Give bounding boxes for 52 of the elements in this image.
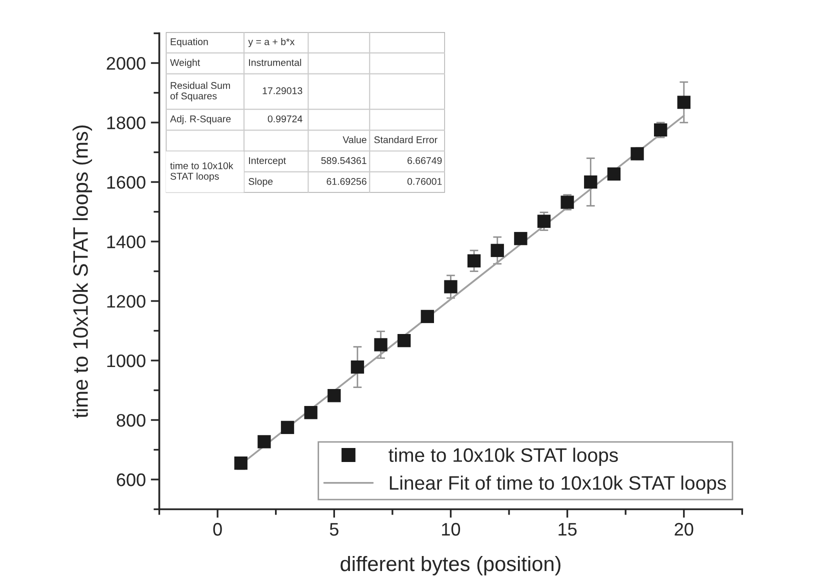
annotation: Intercept bbox=[249, 157, 286, 166]
point bbox=[280, 420, 294, 434]
point bbox=[677, 96, 690, 109]
annotation: 0.76001 bbox=[407, 178, 442, 185]
point bbox=[607, 167, 621, 181]
point bbox=[258, 435, 271, 448]
point bbox=[234, 456, 248, 470]
point bbox=[537, 214, 551, 228]
x-tick-label: 20 bbox=[674, 522, 694, 536]
y-tick-label: 1400 bbox=[107, 235, 146, 248]
x-tick-label: 15 bbox=[558, 523, 577, 536]
annotation: Equation bbox=[170, 38, 208, 48]
x-tick-label: 10 bbox=[442, 522, 460, 536]
annotation: Residual Sum of Squares bbox=[170, 82, 230, 102]
annotation: 17.29013 bbox=[262, 87, 302, 94]
annotation: 589.54361 bbox=[321, 157, 366, 164]
y-tick-label: 800 bbox=[116, 414, 146, 427]
annotation: 6.66749 bbox=[408, 157, 442, 164]
x-tick-label: 5 bbox=[330, 523, 338, 536]
annotation: time to 10x10k STAT loops bbox=[170, 162, 234, 182]
x-axis-title: different bytes (position) bbox=[340, 556, 560, 576]
annotation: Instrumental bbox=[249, 58, 302, 66]
legend-label: time to 10x10k STAT loops bbox=[388, 448, 618, 466]
point bbox=[374, 338, 388, 352]
annotation: Slope bbox=[248, 178, 273, 187]
point bbox=[350, 360, 364, 374]
point bbox=[328, 389, 341, 402]
point bbox=[584, 175, 598, 189]
annotation: Weight bbox=[170, 58, 200, 68]
y-tick-label: 1000 bbox=[107, 354, 146, 368]
point bbox=[304, 406, 318, 420]
point bbox=[514, 232, 528, 246]
point bbox=[444, 280, 458, 294]
point bbox=[398, 334, 411, 348]
annotation: 61.69256 bbox=[326, 178, 366, 185]
annotation: Standard Error bbox=[374, 136, 438, 144]
point bbox=[630, 147, 644, 160]
annotation: 0.99724 bbox=[268, 115, 302, 122]
y-axis-title: time to 10x10k STAT loops (ms) bbox=[72, 126, 92, 418]
y-tick-label: 1800 bbox=[107, 116, 146, 130]
annotation: y = a + b*x bbox=[248, 38, 295, 48]
y-tick-label: 1200 bbox=[107, 294, 146, 308]
x-tick-label: 0 bbox=[213, 522, 222, 536]
point bbox=[467, 254, 481, 268]
y-tick-label: 2000 bbox=[106, 56, 146, 70]
annotation: Adj. R-Square bbox=[170, 115, 231, 124]
annotation: Value bbox=[342, 136, 366, 144]
y-tick-label: 1600 bbox=[107, 176, 146, 189]
point bbox=[490, 244, 504, 258]
y-tick-label: 600 bbox=[116, 473, 146, 486]
legend-label: Linear Fit of time to 10x10k STAT loops bbox=[390, 476, 726, 494]
point bbox=[420, 310, 434, 324]
